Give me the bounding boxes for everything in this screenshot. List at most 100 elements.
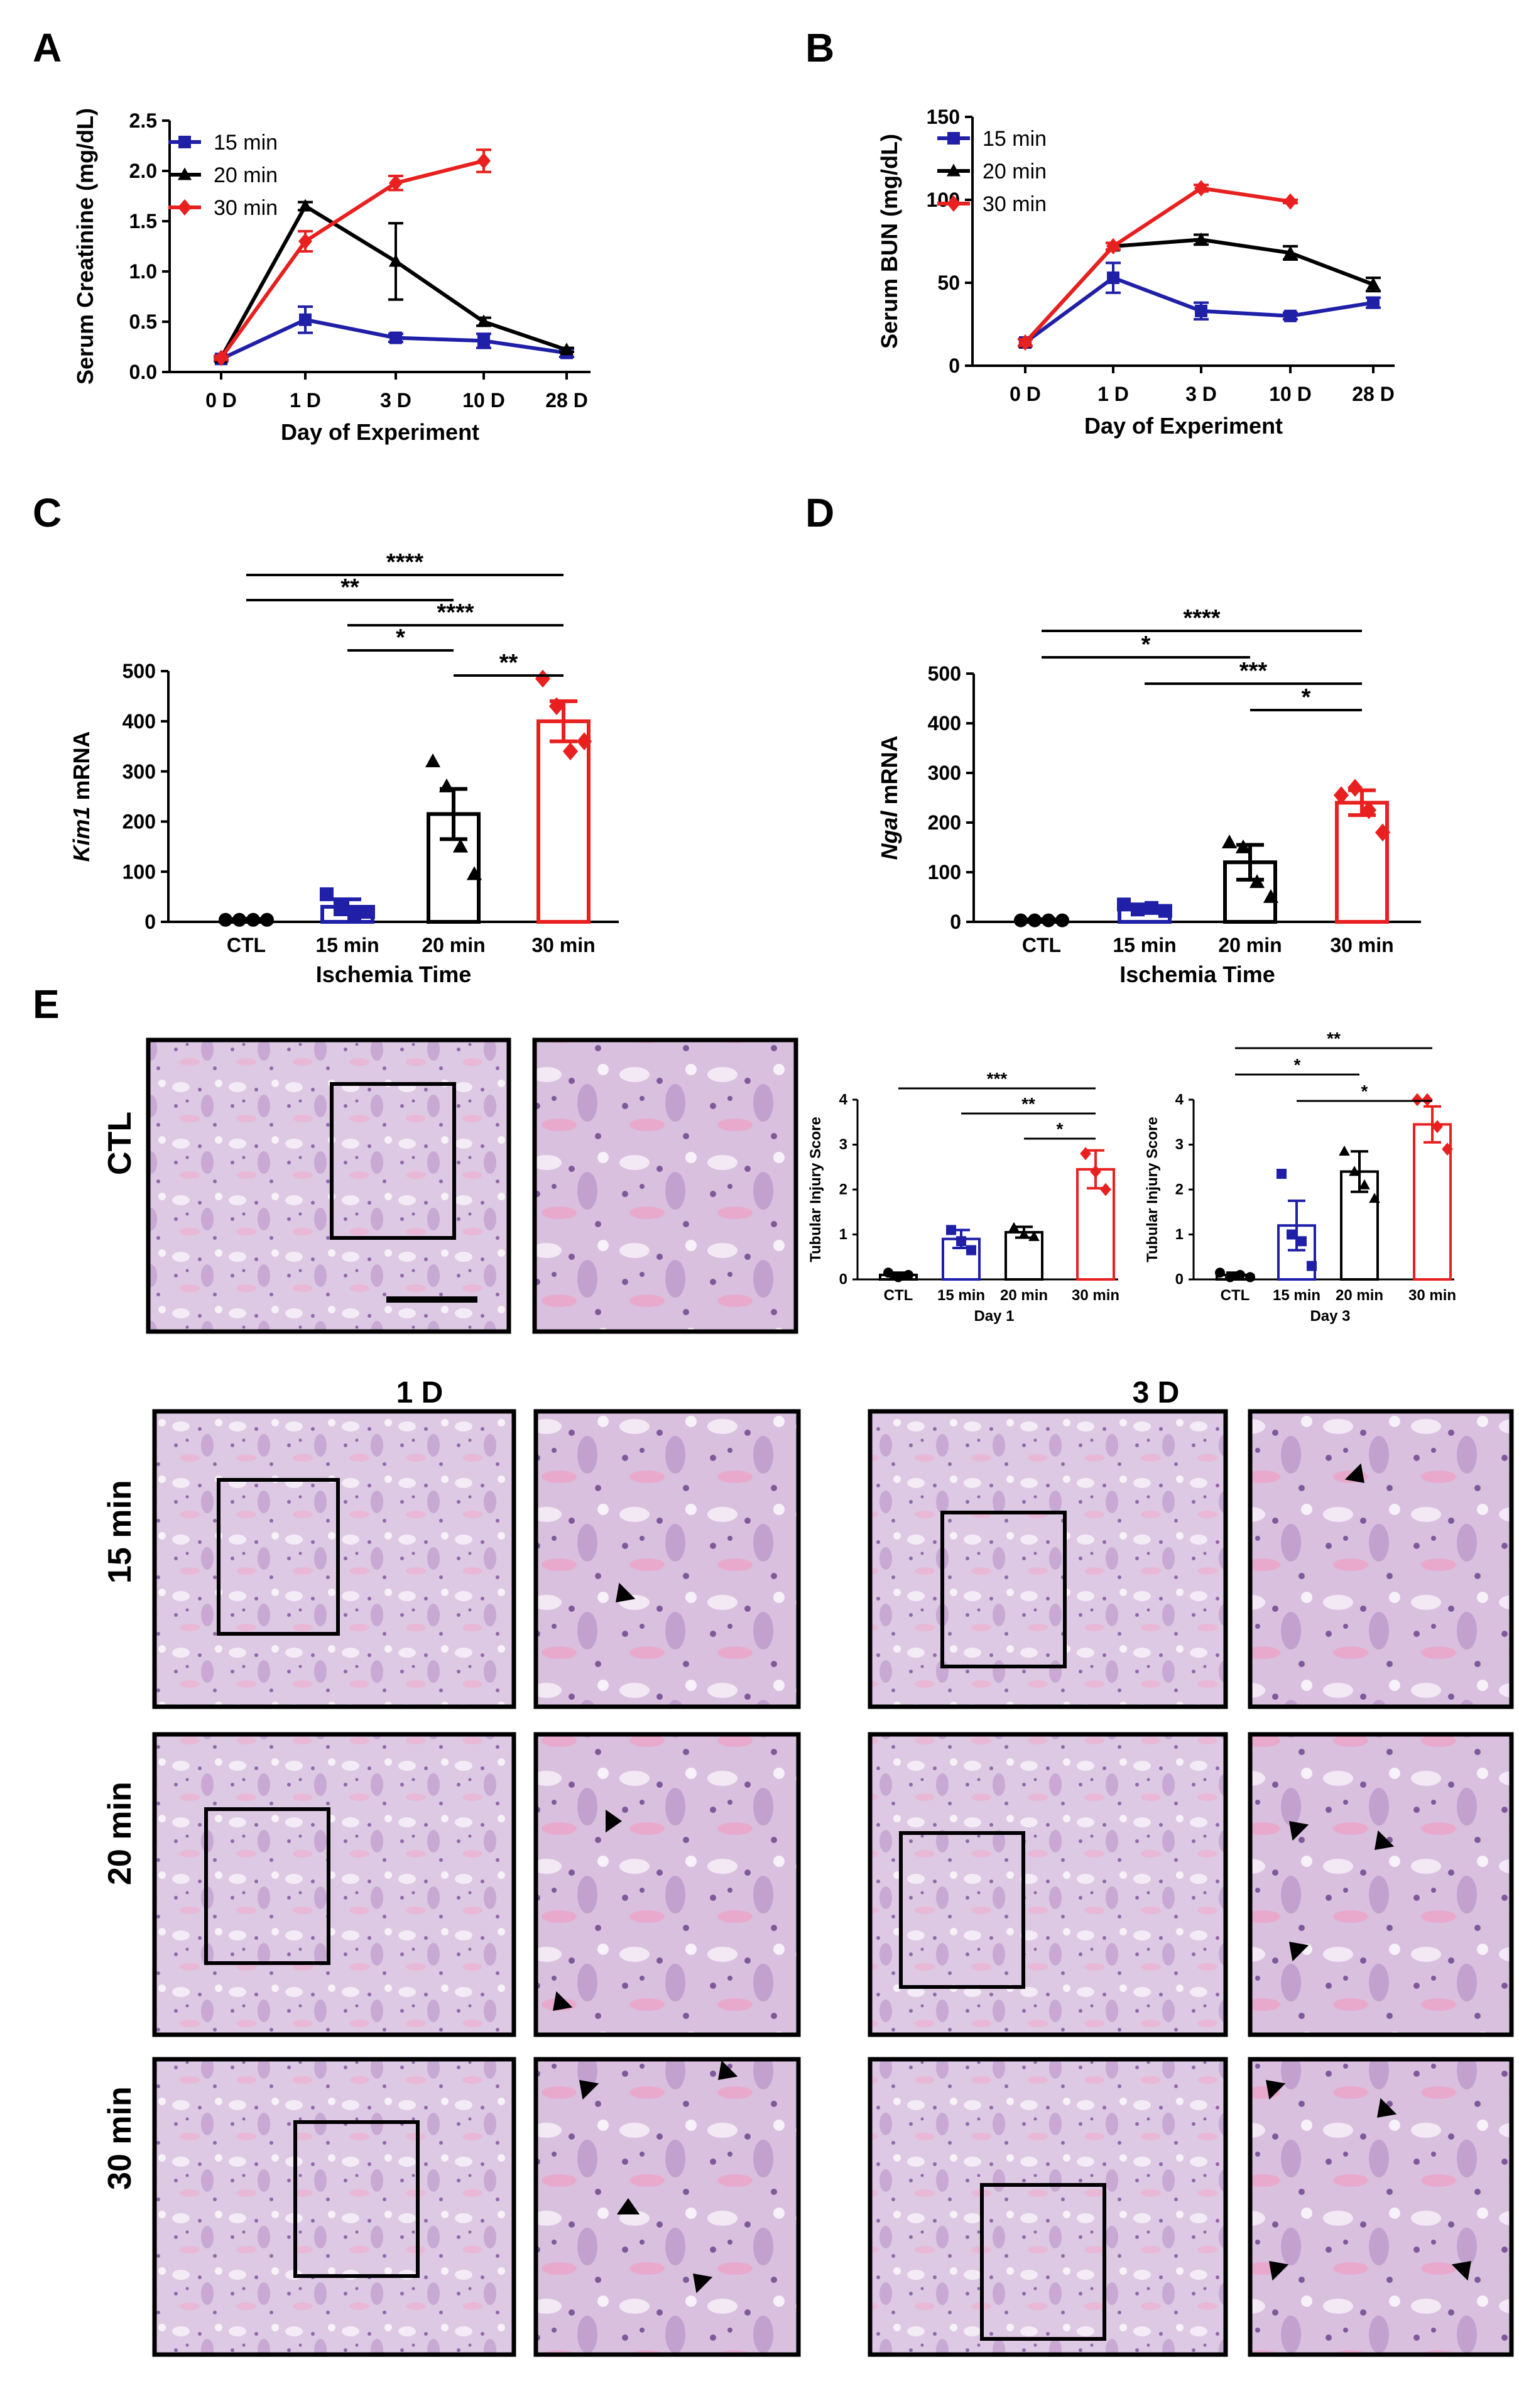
data-point xyxy=(562,742,579,760)
y-tick-label: 2.5 xyxy=(129,109,157,132)
data-point xyxy=(548,697,565,716)
x-tick-label: 15 min xyxy=(315,934,379,956)
data-point xyxy=(903,1269,913,1280)
chart-e-injury-score-day1: 0 1 2 3 4 CTL 15 min 20 min 30 min Day 1 Tubular I… xyxy=(807,1069,1119,1325)
micrograph-1d-30min-overview xyxy=(152,2057,516,2357)
x-tick-label: 0 D xyxy=(1010,383,1041,405)
y-tick-label: 0 xyxy=(1175,1271,1184,1288)
y-tick-label: 3 xyxy=(1175,1136,1184,1153)
data-point xyxy=(1195,304,1207,317)
data-point xyxy=(389,331,402,344)
data-point xyxy=(389,175,403,192)
micrograph-1d-20min-inset xyxy=(533,1732,801,2037)
x-tick-label: 1 D xyxy=(290,389,321,412)
arrowhead-marker xyxy=(1377,2098,1397,2118)
data-point xyxy=(232,912,246,927)
data-point xyxy=(1107,271,1119,285)
series-line xyxy=(219,159,484,359)
y-axis-label: Tubular Injury Score xyxy=(1144,1117,1161,1262)
significance-label: **** xyxy=(386,549,423,576)
arrowhead-marker xyxy=(1344,1463,1364,1483)
inset-box xyxy=(330,1082,456,1240)
inset-box xyxy=(980,2183,1106,2341)
y-tick-label: 0 xyxy=(950,911,961,933)
y-tick-label: 500 xyxy=(928,662,961,685)
chart-d-ngal-mrna: 0 100 200 300 400 500 CTL 15 min 20 min 30 min Isc… xyxy=(876,605,1421,987)
data-point xyxy=(1194,232,1208,245)
data-point xyxy=(214,349,228,366)
data-point xyxy=(334,900,347,914)
data-point xyxy=(347,907,361,922)
legend-marker xyxy=(178,136,191,148)
significance-label: * xyxy=(1302,684,1311,711)
data-point xyxy=(1008,1222,1020,1232)
y-tick-label: 0.5 xyxy=(129,310,157,333)
data-point xyxy=(438,778,455,792)
data-point xyxy=(1249,874,1265,889)
data-point xyxy=(477,334,490,348)
data-point xyxy=(298,199,312,212)
y-tick-label: 0 xyxy=(144,911,156,933)
data-point xyxy=(1283,245,1297,258)
bar xyxy=(1335,801,1389,924)
arrowhead-marker xyxy=(1266,2080,1286,2100)
legend-marker xyxy=(947,163,961,177)
y-tick-label: 0 xyxy=(839,1271,847,1288)
data-point xyxy=(560,342,574,356)
data-point xyxy=(1339,1146,1350,1156)
y-axis-label-suffix: mRNA xyxy=(876,735,902,811)
data-point xyxy=(883,1267,893,1278)
x-tick-label: 10 D xyxy=(462,389,505,412)
x-axis-label: Day of Experiment xyxy=(281,419,479,445)
y-tick-label: 0.0 xyxy=(129,361,157,383)
micrograph-3d-20min-inset xyxy=(1248,1732,1514,2037)
y-tick-label: 4 xyxy=(1175,1092,1184,1108)
y-tick-label: 1.0 xyxy=(129,260,157,283)
data-point xyxy=(452,838,469,853)
y-tick-label: 100 xyxy=(122,860,156,883)
series-line xyxy=(1023,186,1291,344)
data-point xyxy=(1375,823,1391,842)
x-tick-label: CTL xyxy=(884,1287,913,1304)
y-axis-label: Serum BUN (mg/dL) xyxy=(876,134,902,349)
y-tick-label: 200 xyxy=(122,811,156,833)
significance-label: * xyxy=(1294,1055,1301,1075)
x-tick-label: 30 min xyxy=(1330,934,1393,956)
micrograph-3d-30min-inset xyxy=(1248,2057,1514,2357)
data-point xyxy=(956,1236,966,1247)
data-point xyxy=(1055,913,1069,928)
data-point xyxy=(1028,1230,1040,1241)
data-point xyxy=(1284,309,1297,322)
micrograph-3d-15min-overview xyxy=(868,1409,1228,1709)
panel-label-b: B xyxy=(805,25,834,70)
data-point xyxy=(361,905,375,919)
y-tick-label: 400 xyxy=(122,710,156,733)
data-point xyxy=(1117,897,1131,912)
y-axis-label-gene: Kim1 xyxy=(68,806,94,862)
data-point xyxy=(1235,1269,1245,1280)
data-point xyxy=(1412,1093,1423,1107)
data-point xyxy=(1215,1267,1225,1278)
y-tick-label: 4 xyxy=(839,1092,848,1108)
inset-box xyxy=(899,1831,1025,1989)
x-axis-label: Ischemia Time xyxy=(1119,961,1275,987)
micrograph-1d-30min-inset xyxy=(533,2057,801,2357)
x-tick-label: CTL xyxy=(1022,934,1061,956)
series-line xyxy=(1023,238,1375,344)
data-point xyxy=(1245,1272,1255,1283)
y-tick-label: 2.0 xyxy=(129,160,157,182)
significance-label: ** xyxy=(499,650,518,676)
y-tick-label: 200 xyxy=(928,811,961,834)
data-point xyxy=(1359,1179,1370,1190)
arrowhead-marker xyxy=(553,1991,573,2011)
inset-box xyxy=(940,1511,1067,1668)
y-tick-label: 100 xyxy=(928,861,961,884)
data-point xyxy=(1287,1229,1297,1240)
data-point xyxy=(1158,904,1172,918)
x-tick-label: CTL xyxy=(1221,1287,1250,1304)
data-point xyxy=(219,912,232,927)
data-point xyxy=(1080,1147,1091,1161)
data-point xyxy=(576,732,592,751)
y-tick-label: 50 xyxy=(937,271,960,294)
